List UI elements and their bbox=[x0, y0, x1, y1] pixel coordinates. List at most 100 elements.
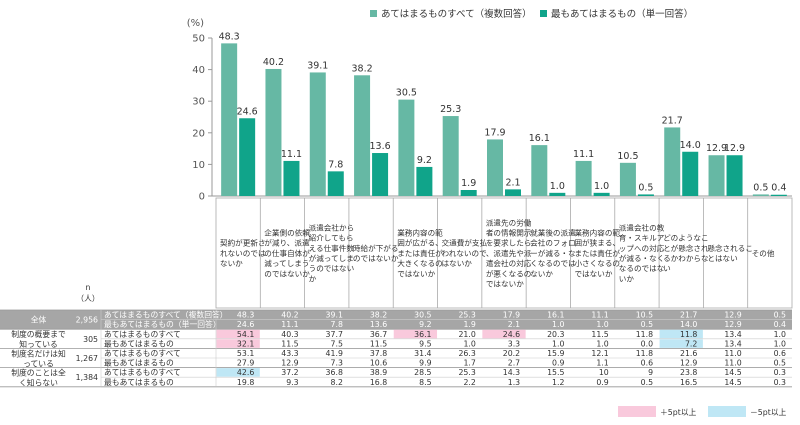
category-line: ないか bbox=[220, 259, 243, 268]
category-line: ではないか bbox=[486, 280, 524, 289]
table-cell: 14.5 bbox=[724, 368, 741, 377]
table-cell: 0.0 bbox=[641, 339, 653, 348]
row-label: 最もあてはまるもの bbox=[104, 359, 174, 368]
data-label: 1.0 bbox=[550, 181, 565, 192]
table-cell: 2.1 bbox=[508, 320, 520, 329]
data-label: 2.1 bbox=[505, 177, 520, 188]
data-label: 21.7 bbox=[662, 115, 683, 126]
data-label: 48.3 bbox=[219, 31, 240, 42]
category-line: われないので bbox=[442, 249, 488, 258]
table-cell: 10.6 bbox=[370, 359, 387, 368]
table-cell: 0.6 bbox=[641, 359, 653, 368]
data-label: 13.6 bbox=[369, 141, 390, 152]
data-label: 40.2 bbox=[263, 57, 284, 68]
category-label-12: その他 bbox=[752, 248, 775, 258]
data-label: 12.9 bbox=[706, 143, 727, 154]
table-cell: 38.9 bbox=[370, 368, 387, 377]
category-line: が悪くなるの bbox=[486, 268, 532, 278]
highlight-legend-label-plus: ＋5pt以上 bbox=[660, 408, 697, 417]
table-cell: 27.9 bbox=[237, 359, 254, 368]
group-n-2: 1,267 bbox=[76, 354, 98, 363]
table-cell: 13.4 bbox=[724, 339, 741, 348]
category-line: どのようなこ bbox=[663, 234, 709, 243]
table-cell: 16.5 bbox=[680, 378, 697, 387]
row-label: 最もあてはまるもの（単一回答） bbox=[104, 319, 221, 329]
table-cell: 54.1 bbox=[237, 330, 254, 339]
group-label-0: 全体 bbox=[31, 315, 47, 325]
category-line: 業務内容の範 bbox=[397, 228, 443, 238]
category-line: その他 bbox=[752, 248, 775, 258]
n-header: n bbox=[86, 283, 91, 292]
category-line: なるのではな bbox=[619, 264, 665, 273]
highlight-cell bbox=[216, 329, 260, 339]
category-line: が減ってしま bbox=[309, 253, 354, 263]
category-label-3: 時給が下がるのではないか bbox=[353, 243, 399, 263]
highlight-cell bbox=[659, 329, 703, 339]
table-cell: 32.1 bbox=[237, 339, 254, 348]
table-cell: 0.4 bbox=[774, 320, 786, 329]
category-line: くなるのでは bbox=[530, 259, 576, 268]
category-line: または責任が bbox=[574, 248, 620, 258]
table-cell: 11.5 bbox=[591, 330, 608, 339]
table-cell: 8.5 bbox=[419, 378, 431, 387]
category-line: 者の情報開示 bbox=[486, 228, 532, 238]
table-cell: 13.4 bbox=[724, 330, 741, 339]
table-cell: 24.6 bbox=[237, 320, 254, 329]
table-cell: 7.8 bbox=[331, 320, 343, 329]
category-box bbox=[215, 197, 793, 309]
data-label: 25.3 bbox=[440, 104, 461, 115]
category-line: 派遣会社の教 bbox=[619, 222, 665, 232]
row-label: 最もあてはまるもの bbox=[104, 378, 174, 387]
category-line: はないか bbox=[442, 259, 473, 268]
table-cell: 1.1 bbox=[596, 359, 608, 368]
category-line: 契約が更新さ bbox=[220, 238, 266, 248]
category-line: 、派遣先や派 bbox=[486, 248, 532, 258]
table-cell: 21.6 bbox=[680, 349, 697, 358]
group-label-line: 制度名だけは知 bbox=[11, 348, 66, 358]
table-cell: 28.5 bbox=[414, 368, 431, 377]
table-cell: 40.3 bbox=[281, 330, 298, 339]
table-cell: 0.5 bbox=[774, 359, 786, 368]
table-cell: 17.9 bbox=[503, 311, 520, 320]
category-line: 紹介してもら bbox=[309, 233, 354, 243]
table-cell: 0.5 bbox=[774, 311, 786, 320]
table-cell: 19.8 bbox=[237, 378, 254, 387]
group-label-1: 制度の概要まで知っている bbox=[11, 329, 66, 349]
category-line: ップへの対応 bbox=[619, 243, 665, 253]
data-label: 10.5 bbox=[617, 151, 638, 162]
group-n-0: 2,956 bbox=[76, 316, 98, 325]
category-line: の仕事自体が bbox=[264, 248, 310, 258]
category-label-1: 企業側の依頼が減り、派遣の仕事自体が減ってしまうのではないか bbox=[264, 228, 310, 279]
row-label: あてはまるものすべて bbox=[104, 330, 181, 339]
table-cell: 11.0 bbox=[724, 359, 741, 368]
table-cell: 10.5 bbox=[636, 311, 653, 320]
bar-all-3 bbox=[354, 75, 371, 196]
table-cell: 1.0 bbox=[552, 339, 564, 348]
legend-label-0: あてはまるものすべて（複数回答） bbox=[381, 8, 532, 20]
category-label-5: 交通費が支払われないのではないか bbox=[442, 238, 488, 268]
group-n-3: 1,384 bbox=[76, 373, 98, 382]
category-line: 企業側の依頼 bbox=[264, 228, 310, 238]
table-cell: 16.1 bbox=[547, 311, 564, 320]
category-line: 会社のフォロ bbox=[530, 238, 576, 248]
table-cell: 0.9 bbox=[596, 378, 608, 387]
table-cell: 0.5 bbox=[641, 320, 653, 329]
category-line: 業務内容の範 bbox=[574, 228, 620, 238]
y-tick-label: 30 bbox=[192, 97, 205, 108]
bar-all-4 bbox=[398, 99, 415, 196]
table-cell: 26.3 bbox=[458, 349, 475, 358]
bar-all-7 bbox=[531, 145, 548, 196]
category-line: 育・スキルア bbox=[619, 233, 665, 243]
category-label-0: 契約が更新されないのではないか bbox=[220, 238, 266, 268]
y-tick-label: 10 bbox=[192, 160, 205, 171]
highlight-cell bbox=[659, 339, 703, 348]
table-cell: 36.8 bbox=[326, 368, 343, 377]
group-label-line: 知っている bbox=[19, 339, 58, 349]
row-label: あてはまるものすべて bbox=[104, 349, 181, 358]
category-line: 遣会社の対応 bbox=[486, 258, 532, 268]
bar-most-10 bbox=[682, 151, 699, 196]
bar-most-3 bbox=[372, 153, 389, 196]
table-cell: 36.7 bbox=[370, 330, 387, 339]
table-cell: 39.1 bbox=[326, 311, 343, 320]
table-cell: 1.0 bbox=[774, 339, 786, 348]
